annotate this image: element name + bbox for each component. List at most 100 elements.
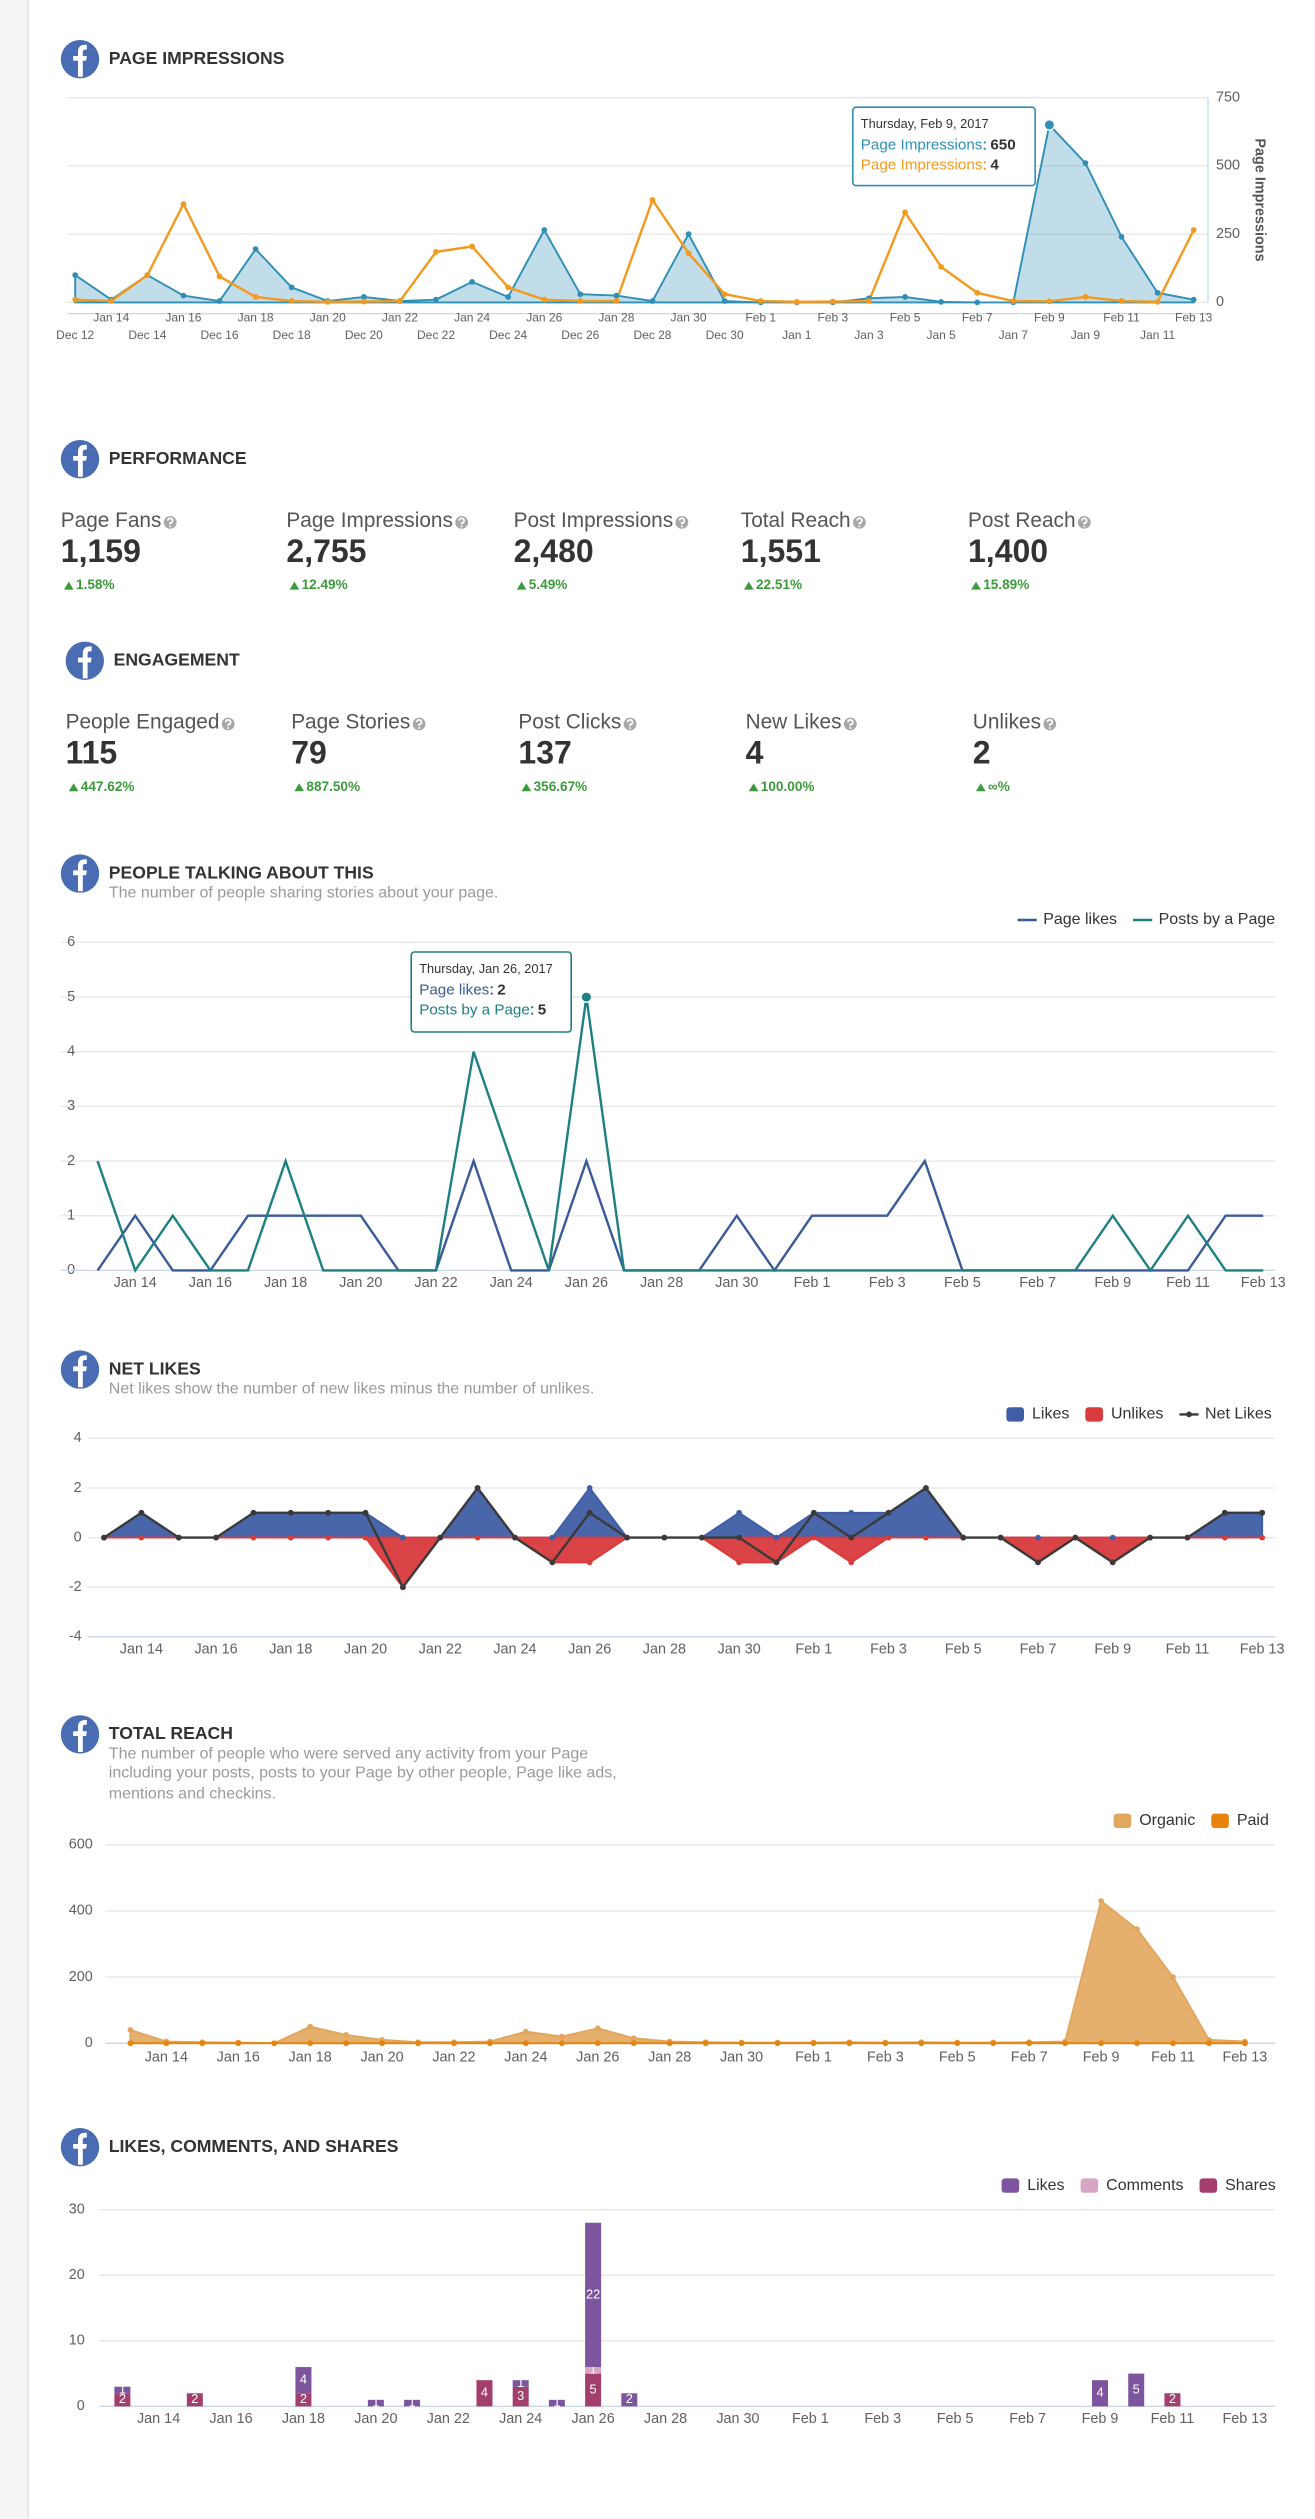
- x-tick-label: Jan 28: [648, 2049, 691, 2065]
- point: [997, 1534, 1004, 1541]
- y-tick-label: 20: [69, 2267, 85, 2283]
- x-tick-label-previous: Jan 9: [1071, 328, 1101, 342]
- x-tick-label-previous: Dec 28: [633, 328, 671, 342]
- point: [594, 2025, 601, 2032]
- point: [360, 294, 367, 300]
- x-tick-label-previous: Jan 11: [1140, 328, 1175, 342]
- change-arrow: [516, 581, 527, 590]
- section-title: NET LIKES: [109, 1358, 201, 1378]
- point: [702, 2040, 709, 2047]
- bar-label: 1: [590, 2362, 597, 2377]
- point: [541, 296, 548, 303]
- metric-label: People Engaged: [66, 711, 220, 734]
- x-tick-label: Jan 18: [269, 1641, 312, 1657]
- point: [1184, 1534, 1191, 1541]
- x-tick-label: Jan 24: [499, 2411, 542, 2427]
- point: [250, 1534, 257, 1541]
- line: [75, 197, 1195, 304]
- point: [469, 279, 475, 285]
- bar-segment: [476, 2380, 493, 2407]
- legend-label: Likes: [1027, 2177, 1064, 2194]
- tooltip-box: [410, 951, 572, 1033]
- bar-segment: [621, 2393, 638, 2407]
- x-tick-label-previous: Jan 5: [926, 328, 956, 342]
- point: [72, 296, 79, 303]
- metric-value: 2,755: [286, 533, 366, 569]
- x-tick-label: Jan 20: [310, 311, 346, 325]
- point: [846, 2040, 853, 2047]
- legend-label: Posts by a Page: [1159, 911, 1276, 928]
- tooltip-series: Page Impressions: [861, 157, 983, 174]
- point: [199, 2040, 206, 2047]
- point: [522, 2028, 529, 2035]
- point: [138, 1534, 145, 1541]
- point: [127, 2027, 134, 2033]
- change-arrow: [521, 783, 532, 792]
- x-tick-label: Jan 14: [93, 311, 129, 325]
- x-tick-label: Jan 24: [504, 2049, 547, 2065]
- point: [773, 1534, 780, 1541]
- point: [1082, 160, 1089, 167]
- y-tick-label: 5: [67, 989, 75, 1005]
- point: [721, 291, 728, 298]
- x-tick-label: Feb 9: [1082, 2411, 1119, 2427]
- point: [487, 2040, 493, 2047]
- bar-segment: [1092, 2380, 1109, 2407]
- help-icon-dot: [227, 727, 230, 729]
- page-icon-glyph: [73, 2132, 87, 2165]
- bar-label: 1: [409, 2394, 416, 2409]
- x-tick-label: Feb 13: [1240, 1641, 1285, 1657]
- point: [810, 1509, 817, 1516]
- help-icon-glyph: [678, 517, 686, 525]
- bar-segment: [512, 2380, 529, 2387]
- y-tick-label: 400: [69, 1903, 93, 1919]
- x-tick-label: Jan 28: [640, 1275, 683, 1291]
- section-title: PERFORMANCE: [109, 448, 247, 468]
- bar-label: 5: [1133, 2381, 1140, 2396]
- bar-segment: [114, 2393, 131, 2407]
- point: [848, 1509, 855, 1516]
- help-icon-glyph: [856, 517, 863, 525]
- x-tick-label: Jan 30: [716, 2411, 759, 2427]
- point: [379, 2040, 385, 2047]
- point: [415, 2040, 421, 2047]
- page-icon-glyph: [73, 444, 87, 477]
- x-tick-label-previous: Dec 16: [201, 328, 239, 342]
- y-tick-label: 4: [67, 1044, 75, 1060]
- point: [685, 250, 692, 257]
- point: [522, 2040, 529, 2047]
- point: [360, 298, 367, 305]
- metric-label: New Likes: [746, 711, 842, 734]
- point: [163, 2040, 170, 2047]
- metric-value: 1,551: [741, 533, 821, 569]
- bar-segment: [585, 2373, 602, 2407]
- subtitle-box: The number of people who were served any…: [109, 1745, 617, 1803]
- bar-label: 1: [119, 2381, 126, 2396]
- point: [216, 273, 223, 280]
- x-tick-label: Jan 22: [414, 1275, 457, 1291]
- x-tick-label: Feb 5: [890, 311, 921, 325]
- tooltip-value: 2: [497, 981, 505, 998]
- point: [613, 298, 620, 304]
- section-title: ENGAGEMENT: [114, 649, 240, 669]
- x-tick-label: Jan 16: [194, 1641, 237, 1657]
- tooltip-colon: [983, 141, 986, 144]
- metric-change: 887.50%: [306, 779, 360, 794]
- point: [960, 1534, 967, 1541]
- legend-label: Paid: [1237, 1812, 1269, 1829]
- page-icon-glyph: [73, 44, 87, 77]
- y-tick-label: 2: [67, 1153, 75, 1169]
- x-tick-label-previous: Jan 3: [854, 328, 884, 342]
- x-tick-label: Feb 13: [1175, 311, 1213, 325]
- x-tick-label: Feb 11: [1166, 1275, 1210, 1291]
- point: [541, 227, 548, 233]
- point: [144, 272, 151, 278]
- x-tick-label: Feb 5: [939, 2049, 976, 2065]
- point: [127, 2040, 134, 2047]
- point: [685, 231, 692, 238]
- x-tick-label: Jan 22: [427, 2411, 470, 2427]
- tooltip-title: Thursday, Feb 9, 2017: [861, 116, 989, 131]
- point: [586, 1559, 593, 1566]
- bar-segment: [585, 2367, 602, 2374]
- section-subtitle: Net likes show the number of new likes m…: [108, 1380, 595, 1398]
